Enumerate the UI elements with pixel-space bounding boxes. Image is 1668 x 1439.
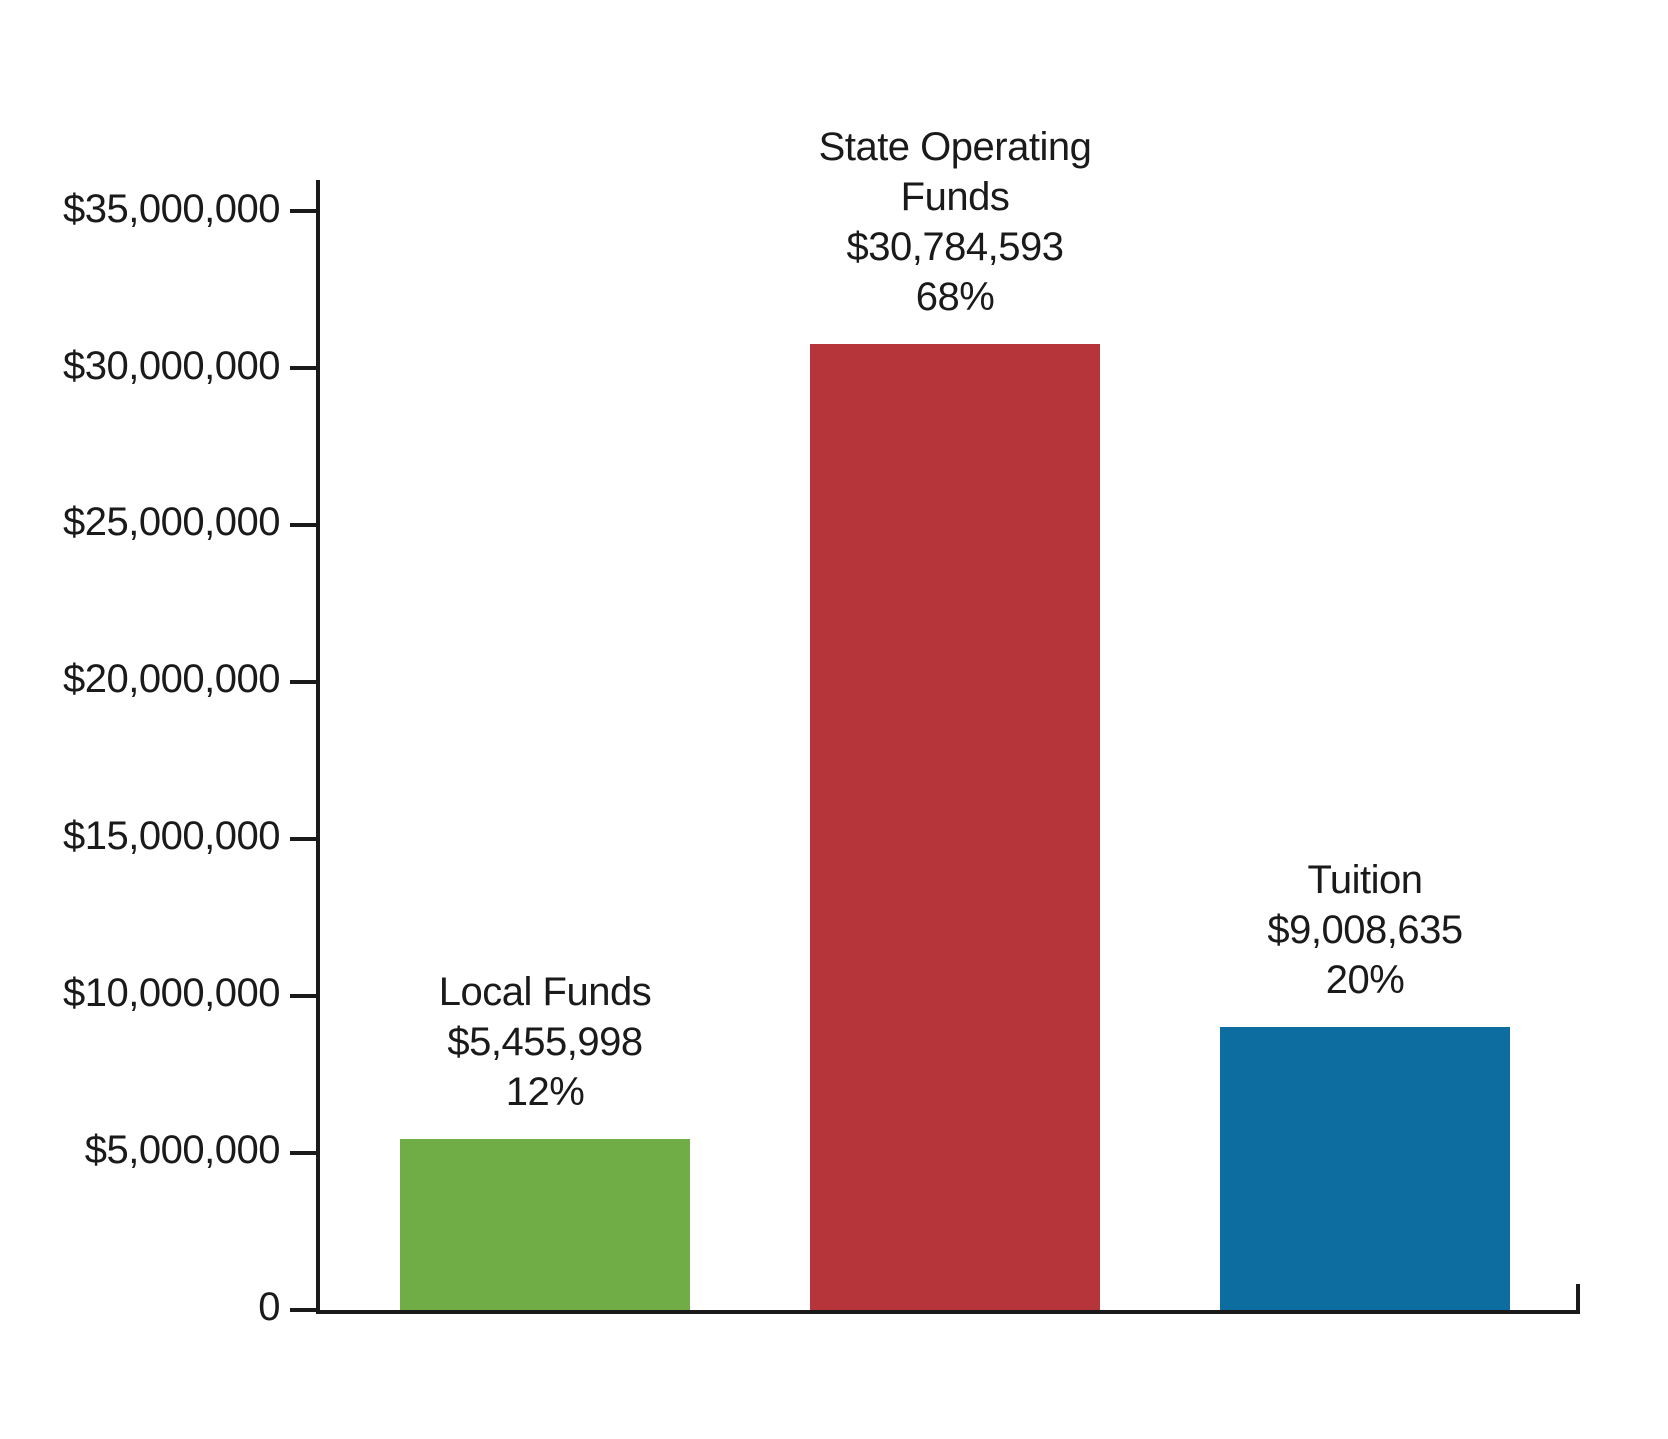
y-axis-line [316, 180, 320, 1314]
y-tick-mark [290, 209, 316, 213]
y-tick-mark [290, 366, 316, 370]
bar-label: Tuition $9,008,635 20% [1185, 855, 1545, 1005]
bar-tuition [1220, 1027, 1510, 1310]
y-tick-mark [290, 680, 316, 684]
y-tick-label: $30,000,000 [63, 344, 280, 389]
bar-percent: 68% [916, 275, 995, 319]
bar-percent: 12% [506, 1070, 585, 1114]
y-tick-mark [290, 994, 316, 998]
y-tick-mark [290, 523, 316, 527]
y-tick-mark [290, 1151, 316, 1155]
funding-bar-chart: 0 $5,000,000 $10,000,000 $15,000,000 $20,000… [0, 0, 1668, 1439]
x-axis-line [316, 1310, 1580, 1314]
y-tick-label: $25,000,000 [63, 500, 280, 545]
bar-local-funds [400, 1139, 690, 1310]
y-tick-label: $5,000,000 [85, 1128, 280, 1173]
bar-percent: 20% [1326, 958, 1405, 1002]
bar-name: State Operating Funds [819, 125, 1092, 219]
bar-label: Local Funds $5,455,998 12% [365, 967, 725, 1117]
y-tick-mark [290, 1308, 316, 1312]
y-tick-label: 0 [258, 1285, 280, 1330]
y-tick-label: $20,000,000 [63, 657, 280, 702]
y-tick-label: $35,000,000 [63, 187, 280, 232]
bar-name: Tuition [1307, 858, 1422, 902]
y-tick-mark [290, 837, 316, 841]
bar-amount: $9,008,635 [1267, 908, 1462, 952]
y-tick-label: $10,000,000 [63, 971, 280, 1016]
bar-amount: $30,784,593 [847, 225, 1064, 269]
bar-label: State Operating Funds $30,784,593 68% [775, 122, 1135, 322]
x-axis-end-tick [1576, 1284, 1580, 1310]
bar-amount: $5,455,998 [447, 1020, 642, 1064]
y-tick-label: $15,000,000 [63, 814, 280, 859]
bar-name: Local Funds [439, 970, 651, 1014]
bar-state-operating-funds [810, 344, 1100, 1310]
